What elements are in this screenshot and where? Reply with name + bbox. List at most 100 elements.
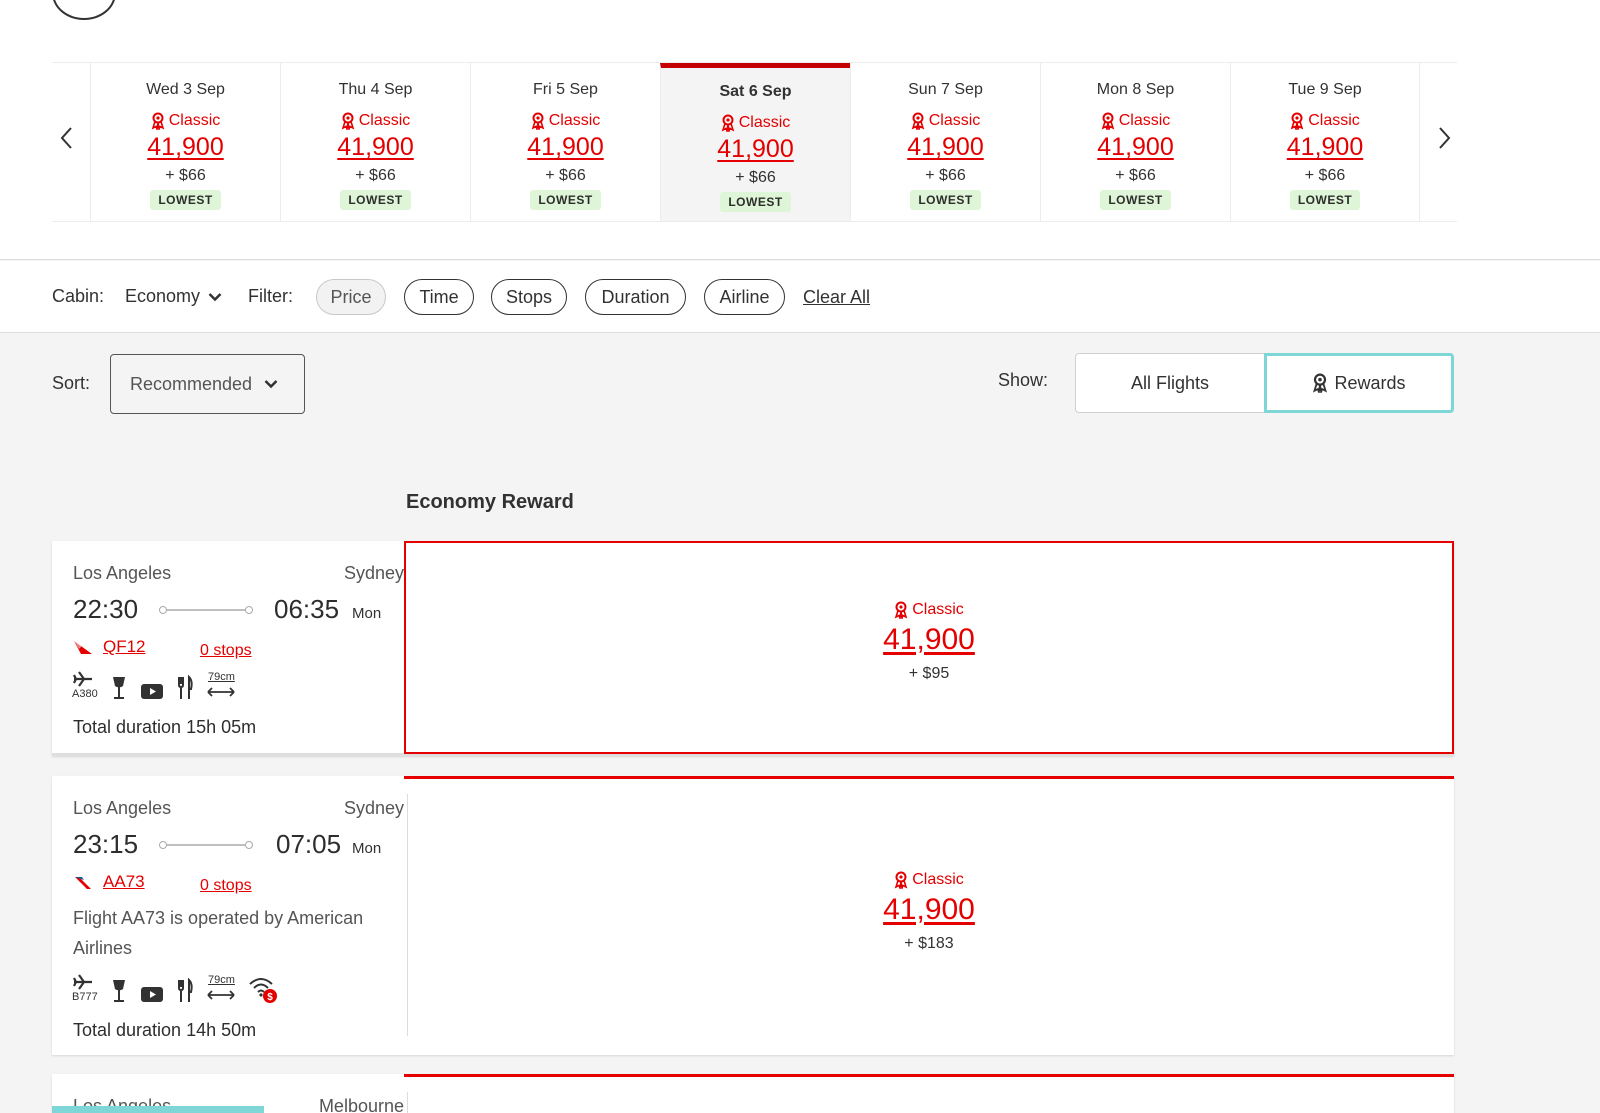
arrive-time: 06:35 xyxy=(274,594,340,624)
classic-label: Classic xyxy=(912,871,964,888)
legroom-icon: 79cm xyxy=(206,671,236,701)
qantas-logo-icon xyxy=(74,641,92,654)
filter-pill-stops[interactable]: Stops xyxy=(491,279,567,315)
rewards-toggle[interactable]: Rewards xyxy=(1264,353,1454,413)
origin-city: Los Angeles xyxy=(73,563,172,583)
flight-card: Los Angeles Melbourne xyxy=(52,1074,1454,1113)
award-icon xyxy=(341,112,355,130)
aircraft-type: A380 xyxy=(72,688,98,700)
lowest-badge: LOWEST xyxy=(1289,190,1361,210)
fare-tax: + $95 xyxy=(908,665,950,682)
legroom-icon: 79cm xyxy=(206,974,236,1004)
destination-city: Sydney xyxy=(343,563,404,583)
filter-pill-duration[interactable]: Duration xyxy=(585,279,686,315)
date-tab-sat-6-sep[interactable]: Sat 6 Sep Classic 41,900 + $66 LOWEST xyxy=(660,63,850,221)
sort-value: Recommended xyxy=(130,373,253,394)
date-tab-mon-8-sep[interactable]: Mon 8 Sep Classic 41,900 + $66 LOWEST xyxy=(1040,63,1230,221)
filter-label: Filter: xyxy=(248,286,293,306)
entertainment-icon xyxy=(141,684,163,699)
award-icon xyxy=(151,112,165,130)
fare-points[interactable]: 41,900 xyxy=(883,893,975,926)
route-line-icon xyxy=(159,606,253,614)
classic-label: Classic xyxy=(1308,112,1360,129)
fare-option-economy-reward[interactable]: Classic 41,900 + $95 xyxy=(404,541,1454,754)
flight-number: QF12 xyxy=(103,637,146,656)
classic-label: Classic xyxy=(912,601,964,618)
show-label: Show: xyxy=(998,370,1049,390)
aircraft-icon: B777 xyxy=(72,974,98,1004)
sort-select[interactable]: Recommended xyxy=(110,354,305,414)
stops-link[interactable]: 0 stops xyxy=(200,642,252,659)
flight-number-link[interactable]: AA73 xyxy=(73,872,145,892)
date-tab-sun-7-sep[interactable]: Sun 7 Sep Classic 41,900 + $66 LOWEST xyxy=(850,63,1040,221)
top-area: Wed 3 Sep Classic 41,900 + $66 LOWEST Th… xyxy=(0,0,1600,260)
svg-text:$: $ xyxy=(267,992,273,1003)
classic-label: Classic xyxy=(358,112,411,129)
flight-number: AA73 xyxy=(103,872,145,891)
legroom-value: 79cm xyxy=(208,671,235,683)
all-flights-toggle[interactable]: All Flights xyxy=(1075,353,1265,413)
entertainment-icon xyxy=(141,987,163,1002)
lowest-badge: LOWEST xyxy=(910,190,981,210)
divider xyxy=(407,1092,408,1113)
amenities: A380 79cm xyxy=(72,671,236,701)
tax-value: + $66 xyxy=(165,167,206,184)
award-icon xyxy=(721,114,735,132)
lowest-badge: LOWEST xyxy=(1100,190,1171,210)
operated-by-text: Flight AA73 is operated by American Airl… xyxy=(73,908,364,958)
depart-time: 22:30 xyxy=(73,594,139,624)
classic-label: Classic xyxy=(168,112,221,129)
award-icon xyxy=(1101,112,1115,130)
fare-option-economy-reward[interactable]: Classic 41,900 + $183 xyxy=(404,776,1454,1055)
lowest-badge: LOWEST xyxy=(150,190,221,210)
date-tab-wed-3-sep[interactable]: Wed 3 Sep Classic 41,900 + $66 LOWEST xyxy=(90,63,280,221)
filter-pill-price[interactable]: Price xyxy=(316,279,386,315)
tax-value: + $66 xyxy=(1304,167,1346,184)
date-tab-tue-9-sep[interactable]: Tue 9 Sep Classic 41,900 + $66 LOWEST xyxy=(1230,63,1420,221)
route-line-icon xyxy=(159,841,253,849)
award-icon xyxy=(894,601,908,619)
meal-icon xyxy=(178,675,193,699)
fare-points[interactable]: 41,900 xyxy=(883,623,975,656)
points-value[interactable]: 41,900 xyxy=(1097,133,1174,161)
flight-card: Los Angeles Sydney 22:30 06:35 Mon QF12 … xyxy=(52,541,1454,756)
destination-city: Melbourne xyxy=(318,1096,404,1113)
award-icon xyxy=(1313,373,1328,393)
award-icon xyxy=(1290,112,1304,130)
menu-icon[interactable] xyxy=(52,0,116,20)
date-tab-thu-4-sep[interactable]: Thu 4 Sep Classic 41,900 + $66 LOWEST xyxy=(280,63,470,221)
section-title: Economy Reward xyxy=(406,491,574,513)
total-duration: Total duration 14h 50m xyxy=(73,1020,257,1040)
sort-label: Sort: xyxy=(52,373,91,393)
all-flights-label: All Flights xyxy=(1130,372,1210,393)
rewards-label: Rewards xyxy=(1334,372,1406,393)
paid-wifi-icon: $ xyxy=(249,978,277,1003)
chevron-left-icon[interactable] xyxy=(54,123,78,153)
american-airlines-logo-icon xyxy=(75,877,91,889)
date-tab-fri-5-sep[interactable]: Fri 5 Sep Classic 41,900 + $66 LOWEST xyxy=(470,63,660,221)
aircraft-type: B777 xyxy=(72,991,98,1003)
points-value[interactable]: 41,900 xyxy=(717,135,794,163)
date-label: Sat 6 Sep xyxy=(719,83,792,100)
fare-option-economy-reward[interactable] xyxy=(404,1074,1454,1113)
chevron-right-icon[interactable] xyxy=(1433,123,1457,153)
points-value[interactable]: 41,900 xyxy=(527,133,604,161)
fare-tax: + $183 xyxy=(904,935,954,952)
stops-link[interactable]: 0 stops xyxy=(200,877,252,894)
classic-label: Classic xyxy=(738,114,791,131)
chevron-down-icon xyxy=(264,380,278,389)
filter-pill-time[interactable]: Time xyxy=(404,279,474,315)
points-value[interactable]: 41,900 xyxy=(907,133,984,161)
points-value[interactable]: 41,900 xyxy=(1286,133,1364,161)
clear-all-link[interactable]: Clear All xyxy=(803,287,871,307)
award-icon xyxy=(911,112,925,130)
points-value[interactable]: 41,900 xyxy=(147,133,224,161)
cabin-label: Cabin: xyxy=(52,286,105,306)
cabin-select[interactable]: Economy xyxy=(125,286,222,307)
date-label: Tue 9 Sep xyxy=(1288,81,1362,98)
flight-number-link[interactable]: QF12 xyxy=(73,637,146,657)
arrive-day: Mon xyxy=(352,605,382,622)
points-value[interactable]: 41,900 xyxy=(337,133,414,161)
award-icon xyxy=(531,112,545,130)
filter-pill-airline[interactable]: Airline xyxy=(704,279,785,315)
